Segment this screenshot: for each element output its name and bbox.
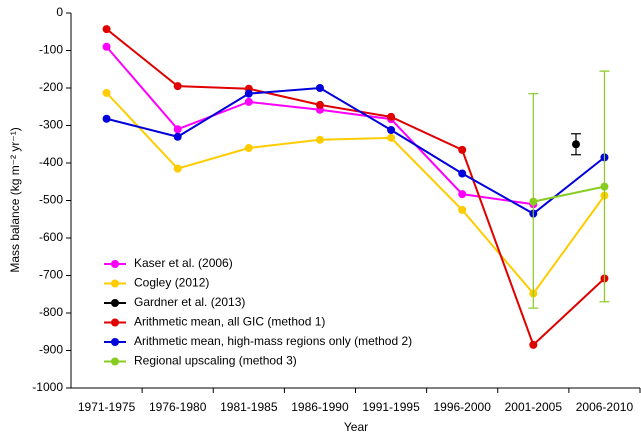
point	[244, 144, 253, 152]
x-axis-label: Year	[344, 420, 368, 434]
point	[458, 205, 467, 214]
point	[529, 197, 538, 206]
y-axis-label: Mass balance (kg m⁻² yr⁻¹)	[8, 127, 22, 272]
legend-marker	[111, 299, 119, 307]
x-tick-label: 2006-2010	[576, 400, 634, 414]
legend-label: Arithmetic mean, all GIC (method 1)	[134, 315, 325, 329]
point	[102, 88, 111, 97]
legend-label: Regional upscaling (method 3)	[134, 354, 297, 368]
legend-marker	[111, 338, 119, 346]
y-tick-label: -200	[39, 80, 63, 94]
point	[387, 133, 396, 142]
series-line	[105, 92, 606, 296]
y-tick-label: -1000	[32, 380, 63, 394]
point	[102, 25, 111, 34]
legend-marker	[111, 318, 119, 327]
x-tick-label: 1971-1975	[78, 400, 136, 414]
point	[315, 135, 324, 144]
point	[102, 114, 111, 123]
x-tick-label: 1996-2000	[433, 400, 491, 414]
y-tick-label: -500	[39, 193, 63, 207]
x-tick-label: 2001-2005	[505, 400, 563, 414]
point	[173, 125, 182, 134]
y-tick-label: -100	[39, 43, 63, 57]
legend-label: Gardner et al. (2013)	[134, 295, 245, 309]
point	[458, 145, 467, 154]
point	[458, 169, 467, 178]
point	[173, 132, 182, 141]
y-tick-label: -600	[39, 230, 63, 244]
point	[315, 84, 324, 92]
y-tick-label: -400	[39, 155, 63, 169]
series-line	[106, 86, 606, 215]
legend-marker	[111, 260, 119, 268]
point	[458, 190, 467, 199]
point	[173, 82, 182, 91]
point	[600, 182, 609, 191]
point	[244, 97, 253, 106]
legend-marker	[111, 357, 119, 366]
x-tick-label: 1991-1995	[362, 400, 420, 414]
point	[102, 42, 111, 51]
point	[244, 89, 253, 98]
series-line	[533, 185, 605, 203]
legend-marker	[111, 279, 119, 288]
y-tick-label: -800	[39, 305, 63, 319]
x-tick-label: 1976-1980	[149, 400, 207, 414]
point	[315, 100, 324, 109]
y-tick-label: 0	[56, 5, 63, 19]
y-tick-label: -700	[39, 268, 63, 282]
point	[387, 112, 396, 121]
series-line	[105, 28, 606, 347]
point	[529, 340, 538, 349]
x-tick-label: 1986-1990	[291, 400, 349, 414]
legend-label: Cogley (2012)	[134, 276, 209, 290]
x-tick-label: 1981-1985	[220, 400, 278, 414]
point	[387, 126, 396, 134]
y-tick-label: -300	[39, 118, 63, 132]
series-line	[105, 46, 534, 206]
point	[571, 140, 580, 149]
point	[173, 164, 182, 173]
legend-label: Arithmetic mean, high-mass regions only …	[134, 334, 412, 348]
legend-label: Kaser et al. (2006)	[134, 256, 233, 270]
y-tick-label: -900	[39, 343, 63, 357]
